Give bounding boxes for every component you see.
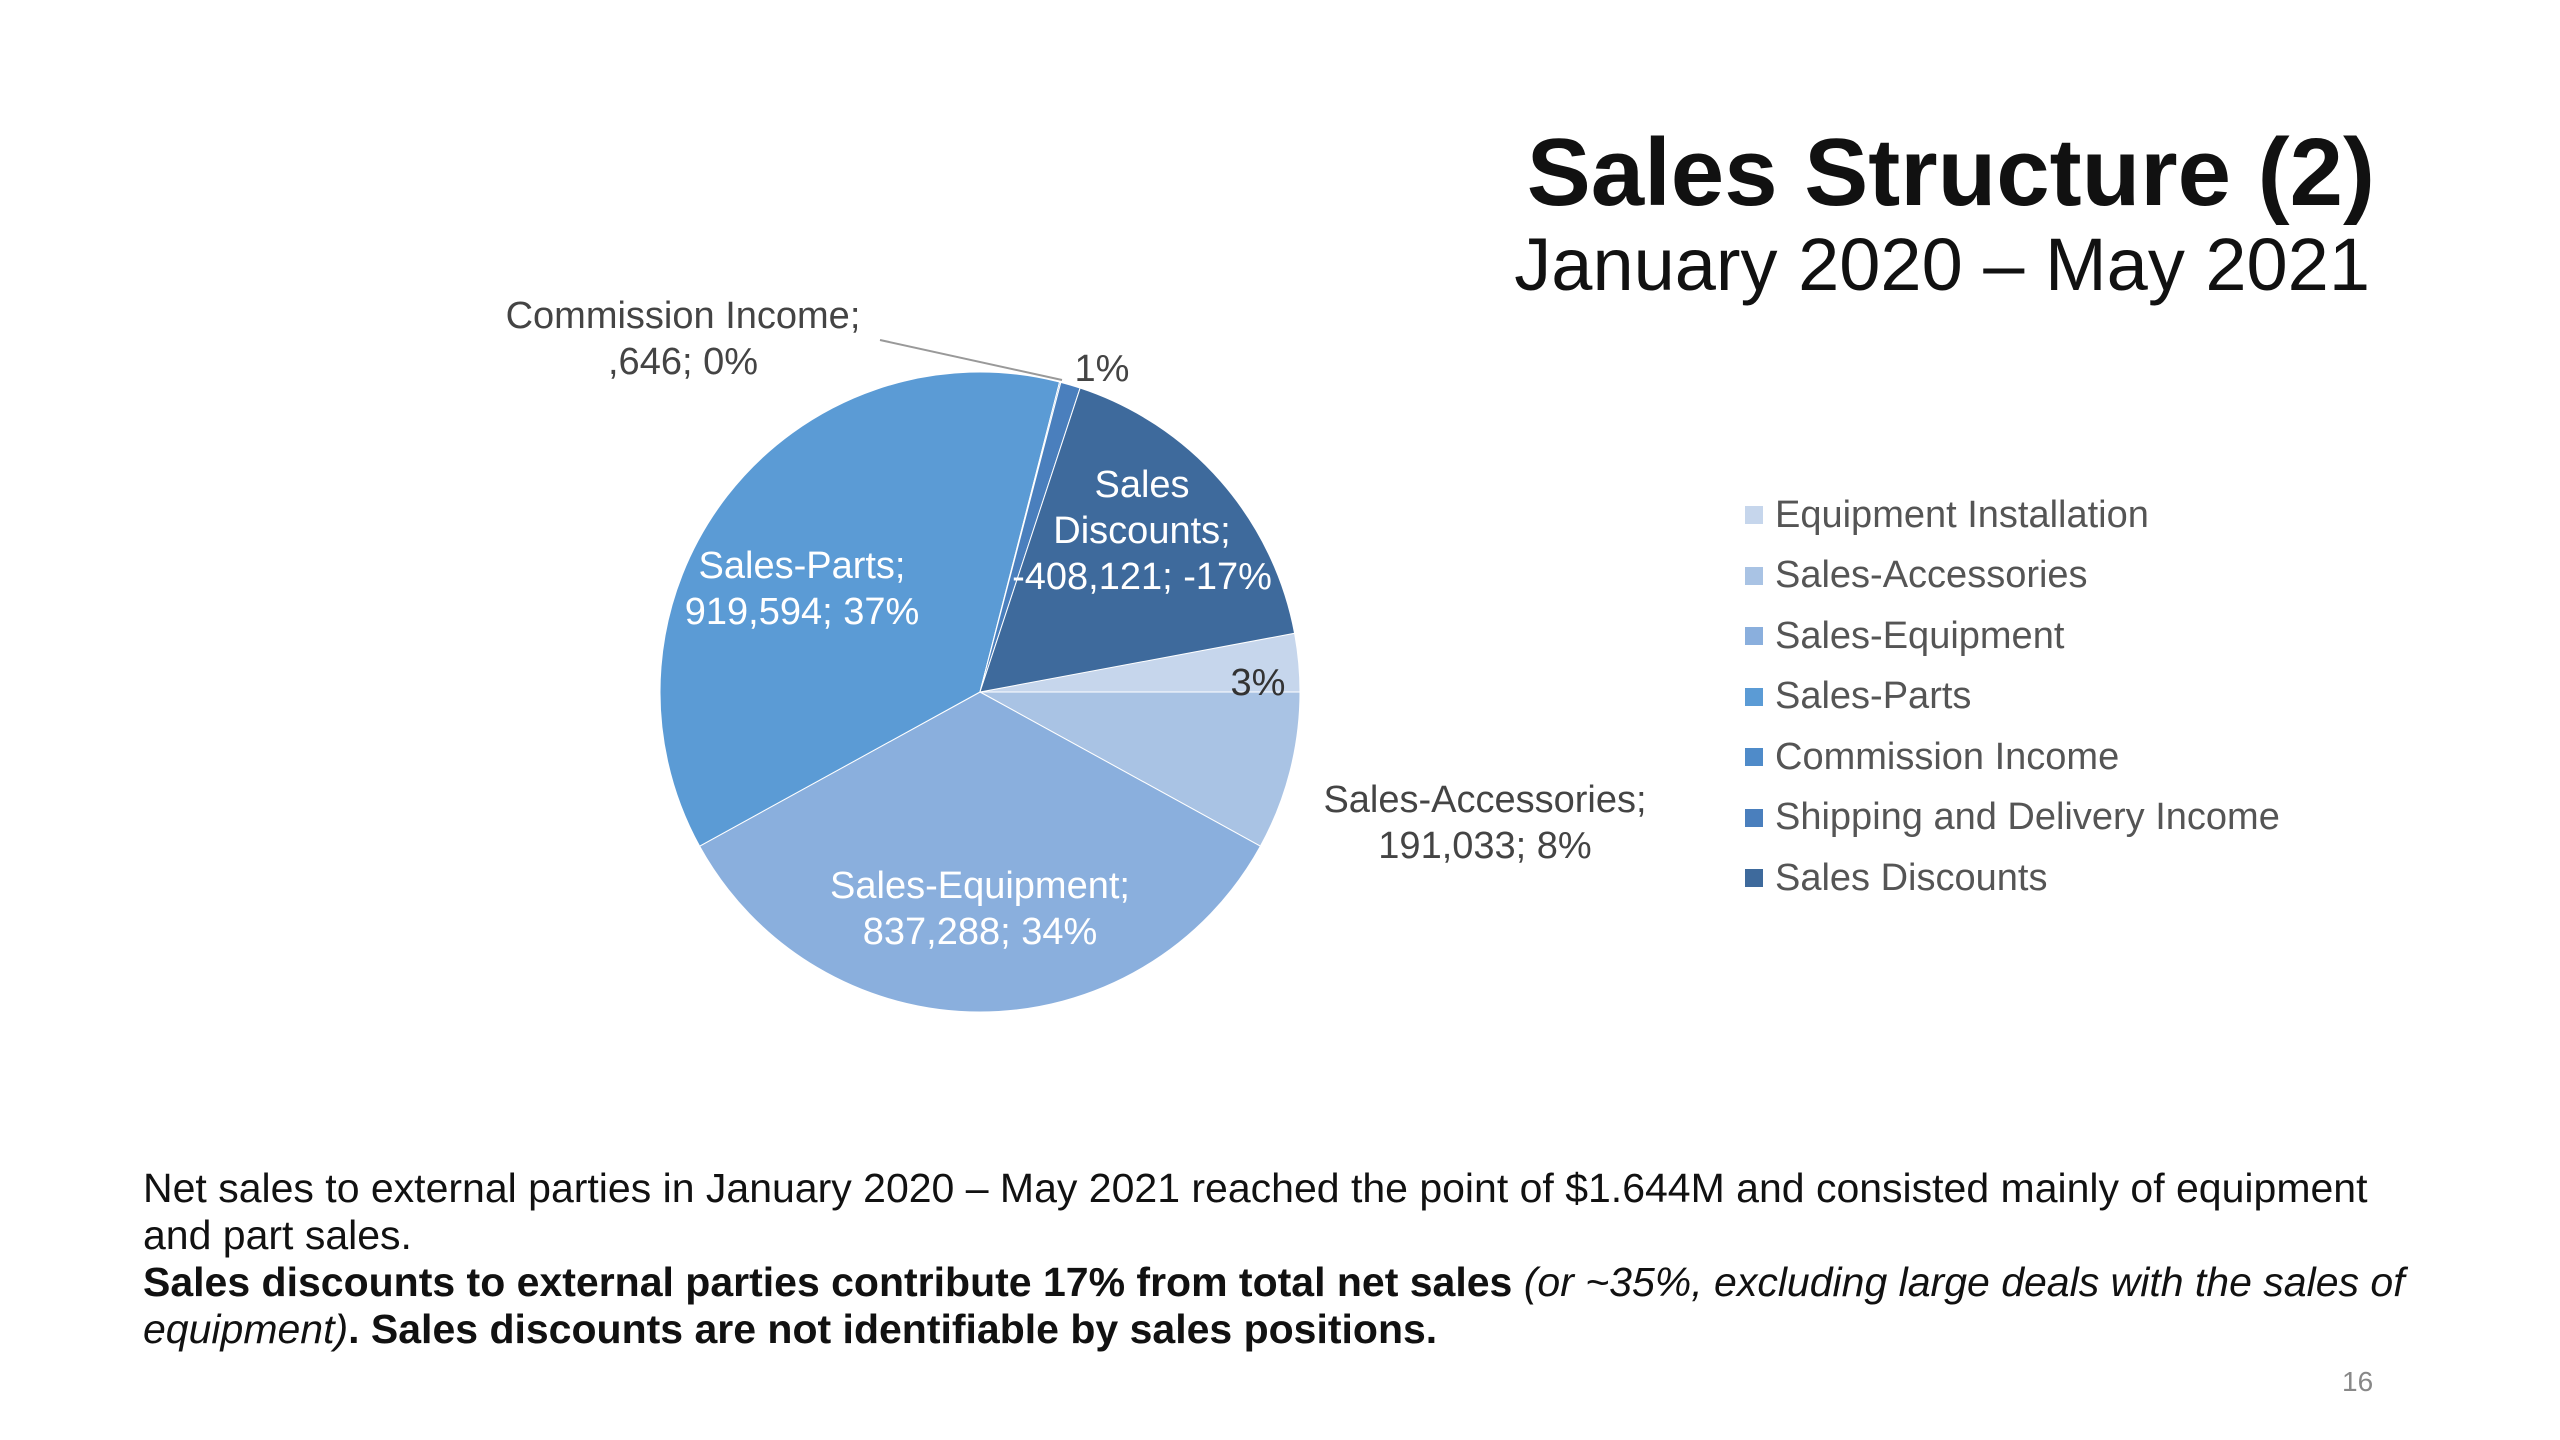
pie-slice-sales-parts (659, 371, 1061, 847)
data-label-line: Sales-Parts; (699, 545, 906, 587)
legend-label: Equipment Installation (1775, 493, 2149, 536)
legend-item: Sales Discounts (1745, 848, 2280, 909)
pie-slice-sales-equipment (698, 691, 1262, 1013)
legend-swatch (1745, 627, 1763, 646)
data-label-line: 919,594; 37% (685, 591, 920, 633)
slide-subtitle: January 2020 – May 2021 (1514, 223, 2370, 306)
legend-label: Sales Discounts (1775, 856, 2048, 899)
page-number: 16 (2342, 1366, 2374, 1397)
legend-swatch (1745, 808, 1763, 827)
slide-title: Sales Structure (2) (1526, 119, 2375, 226)
data-label: 3% (1231, 662, 1286, 704)
data-label-line: ,646; 0% (608, 341, 758, 383)
body-bold-1: Sales discounts to external parties cont… (143, 1259, 1513, 1305)
data-label: Sales-Parts; 919,594; 37% (685, 545, 920, 633)
legend-label: Sales-Accessories (1775, 554, 2088, 597)
legend-label: Shipping and Delivery Income (1775, 796, 2280, 839)
data-label-line: Sales (1094, 464, 1189, 506)
legend-item: Equipment Installation (1745, 485, 2280, 546)
legend-swatch (1745, 506, 1763, 525)
data-label-line: Commission Income; (506, 295, 861, 337)
legend-item: Sales-Parts (1745, 667, 2280, 728)
pie-slice-sales-discounts (979, 387, 1296, 693)
data-label-line: -408,121; -17% (1012, 556, 1272, 598)
legend-swatch (1745, 687, 1763, 706)
data-label: Sales-Equipment; 837,288; 34% (830, 865, 1130, 953)
body-italic-1: (or ~35%, excluding large deals with the… (143, 1259, 2405, 1352)
data-label: Sales-Accessories; 191,033; 8% (1323, 779, 1646, 867)
legend-label: Sales-Parts (1775, 675, 1972, 718)
data-label: 1% (1075, 348, 1130, 390)
legend-swatch (1745, 566, 1763, 585)
slide-body-text: Net sales to external parties in January… (143, 1165, 2443, 1353)
body-paragraph-1: Net sales to external parties in January… (143, 1165, 2368, 1258)
pie-slice-sales-accessories (979, 691, 1301, 847)
data-label-line: Sales-Equipment; (830, 865, 1130, 907)
body-bold-2: . Sales discounts are not identifiable b… (348, 1306, 1438, 1352)
legend-label: Commission Income (1775, 735, 2120, 778)
legend-item: Sales-Equipment (1745, 606, 2280, 667)
data-label: Commission Income; ,646; 0% (506, 295, 861, 383)
chart-legend: Equipment Installation Sales-Accessories S… (1745, 485, 2280, 909)
data-label: Sales Discounts; -408,121; -17% (1012, 464, 1272, 598)
legend-label: Sales-Equipment (1775, 614, 2065, 657)
leader-line (879, 339, 1063, 381)
data-label-line: 1% (1075, 348, 1130, 390)
legend-item: Sales-Accessories (1745, 546, 2280, 607)
legend-item: Commission Income (1745, 727, 2280, 788)
legend-swatch (1745, 869, 1763, 888)
legend-swatch (1745, 748, 1763, 767)
data-label-line: 191,033; 8% (1378, 825, 1591, 867)
data-label-line: 3% (1231, 662, 1286, 704)
body-paragraph-2: Sales discounts to external parties cont… (143, 1259, 2443, 1353)
legend-item: Shipping and Delivery Income (1745, 788, 2280, 849)
data-label-line: 837,288; 34% (863, 911, 1098, 953)
data-label-line: Discounts; (1053, 510, 1230, 552)
data-label-line: Sales-Accessories; (1323, 779, 1646, 821)
